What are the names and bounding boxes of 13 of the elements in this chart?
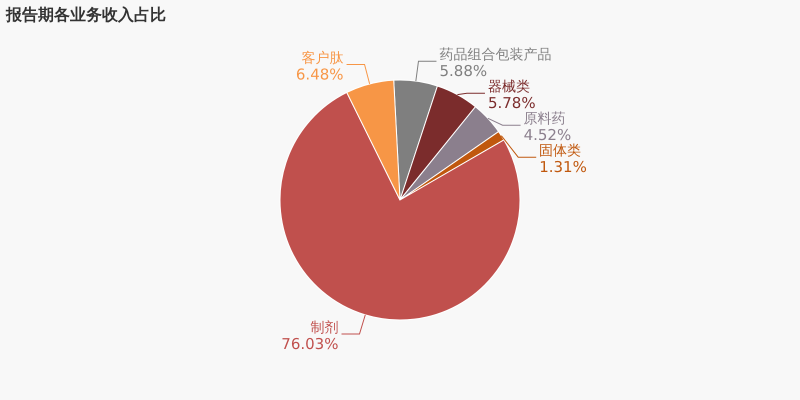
text: 报告期各业务收入占比 xyxy=(5,5,166,24)
slice-label: 药品组合包装产品 xyxy=(439,47,552,64)
slice-label: 原料药 xyxy=(524,111,566,128)
slice-label: 固体类 xyxy=(539,143,582,160)
data-label: 1.31% xyxy=(539,158,587,176)
slice-label: 客户肽 xyxy=(302,50,344,67)
data-label: 76.03% xyxy=(281,335,338,354)
slice-label: 制剂 xyxy=(310,320,338,336)
data-label: 5.88% xyxy=(439,62,488,80)
data-label: 5.78% xyxy=(488,94,536,112)
slice-label: 器械类 xyxy=(488,79,530,96)
data-label: 6.48% xyxy=(296,66,344,84)
data-label: 4.52% xyxy=(524,126,572,144)
